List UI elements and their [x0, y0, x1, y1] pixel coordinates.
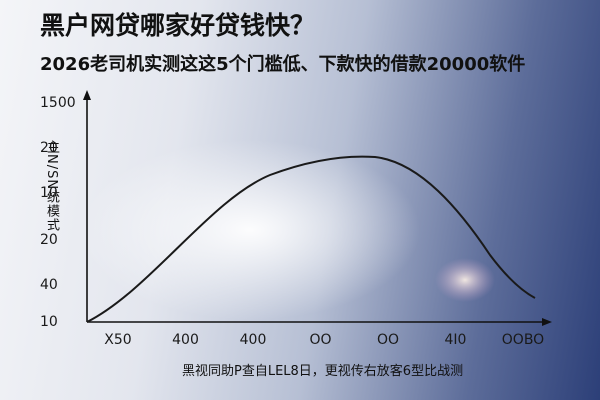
y-tick-label: 20: [40, 140, 58, 156]
y-tick-label: 1500: [40, 95, 76, 111]
subtitle: 2026老司机实测这这5个门槛低、下款快的借款20000软件: [40, 54, 526, 75]
x-axis-arrow: [542, 318, 552, 326]
y-tick-label: 40: [40, 277, 58, 293]
x-tick-label: OOBO: [501, 332, 545, 348]
y-tick-label: 10: [40, 314, 58, 330]
title: 黑户网贷哪家好贷钱快？: [40, 11, 316, 40]
x-tick-label: 400: [172, 332, 199, 348]
y-axis-label: 主N/SN统模式: [44, 140, 59, 233]
caption: 黑视同助P查自LEL8日，更视传右放客6型比战测: [182, 364, 464, 379]
lens-flare: [435, 258, 495, 302]
light-glow: [80, 140, 420, 320]
x-tick-label: 4I0: [444, 332, 467, 348]
x-tick-label: X50: [104, 332, 132, 348]
x-tick-label: OO: [309, 332, 332, 348]
y-tick-label: 10: [40, 185, 58, 201]
y-tick-label: 20: [40, 232, 58, 248]
x-tick-label: OO: [376, 332, 400, 348]
y-axis-arrow: [83, 90, 91, 100]
curve: [86, 155, 536, 323]
x-tick-label: 400: [239, 332, 267, 348]
